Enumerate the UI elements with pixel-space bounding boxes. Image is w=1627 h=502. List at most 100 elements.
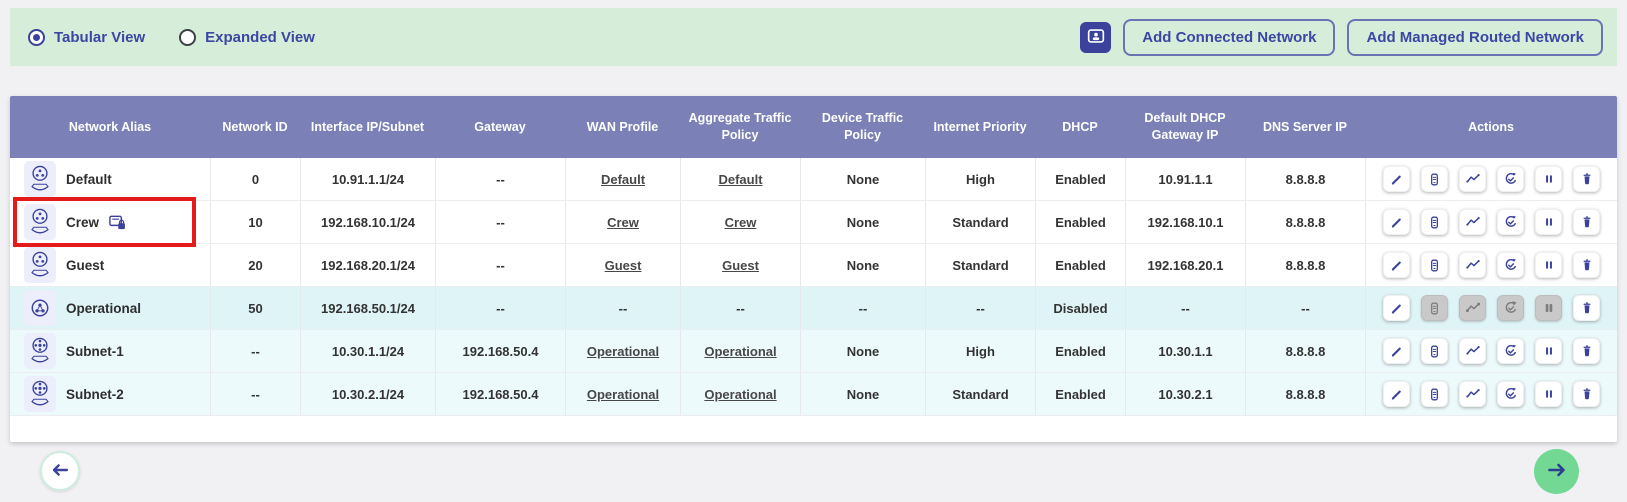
table-header-row: Network Alias Network ID Interface IP/Subn… [10, 96, 1617, 158]
delete-button[interactable] [1573, 338, 1600, 364]
delete-icon [1579, 386, 1595, 402]
view-toolbar: Tabular View Expanded View Add Connected… [10, 8, 1617, 66]
cell-dns-server-ip: 8.8.8.8 [1245, 373, 1365, 415]
add-connected-network-button[interactable]: Add Connected Network [1123, 18, 1336, 56]
edit-icon [1388, 171, 1405, 188]
cell-wan-profile-link[interactable]: Guest [604, 257, 642, 273]
networks-table: Network Alias Network ID Interface IP/Subn… [10, 96, 1617, 442]
devices-button[interactable] [1421, 166, 1448, 192]
cell-network-id: 10 [210, 201, 300, 243]
cell-wan-profile-link[interactable]: Operational [586, 343, 660, 359]
devices-icon [1426, 300, 1443, 317]
pause-button[interactable] [1535, 338, 1562, 364]
devices-button[interactable] [1421, 252, 1448, 278]
previous-page-button[interactable] [40, 451, 80, 491]
edit-button[interactable] [1383, 381, 1410, 407]
refresh-button[interactable] [1497, 252, 1524, 278]
delete-button[interactable] [1573, 166, 1600, 192]
devices-button[interactable] [1421, 209, 1448, 235]
statistics-button[interactable] [1459, 166, 1486, 192]
network-alias-label: Crew [66, 214, 100, 230]
cell-wan-profile-link[interactable]: Crew [607, 214, 639, 230]
cell-internet-priority: High [925, 158, 1035, 200]
add-managed-routed-network-button[interactable]: Add Managed Routed Network [1347, 18, 1603, 56]
pause-button[interactable] [1535, 252, 1562, 278]
edit-button[interactable] [1383, 166, 1410, 192]
cell-aggregate-traffic-policy-link[interactable]: Default [718, 171, 763, 187]
cell-internet-priority: Standard [925, 201, 1035, 243]
delete-button[interactable] [1573, 381, 1600, 407]
cell-internet-priority: Standard [925, 373, 1035, 415]
network-icon [24, 290, 56, 326]
statistics-button[interactable] [1459, 252, 1486, 278]
statistics-button[interactable] [1459, 381, 1486, 407]
next-page-button[interactable] [1534, 449, 1579, 494]
edit-button[interactable] [1383, 338, 1410, 364]
subnet-hand-icon [24, 333, 56, 369]
statistics-button[interactable] [1459, 338, 1486, 364]
refresh-button[interactable] [1497, 209, 1524, 235]
cell-actions [1365, 287, 1617, 329]
cell-actions [1365, 201, 1617, 243]
cell-internet-priority: Standard [925, 244, 1035, 286]
column-header: Network ID [222, 119, 288, 134]
cell-interface-ip: 192.168.50.1/24 [300, 287, 435, 329]
video-button[interactable] [1080, 21, 1112, 53]
toolbar-actions: Add Connected Network Add Managed Routed… [1080, 18, 1603, 56]
radio-tabular-view[interactable]: Tabular View [28, 28, 145, 46]
radio-unselected-icon[interactable] [179, 28, 197, 46]
radio-expanded-view[interactable]: Expanded View [179, 28, 315, 46]
delete-button[interactable] [1573, 252, 1600, 278]
refresh-button[interactable] [1497, 166, 1524, 192]
cell-gateway: 192.168.50.4 [435, 373, 565, 415]
cell-wan-profile: Operational [565, 330, 680, 372]
refresh-button[interactable] [1497, 381, 1524, 407]
devices-icon [1426, 257, 1443, 274]
devices-icon [1426, 343, 1443, 360]
column-header: Aggregate Traffic Policy [688, 111, 792, 142]
delete-button[interactable] [1573, 295, 1600, 321]
cell-aggregate-traffic-policy: Operational [680, 330, 800, 372]
cell-wan-profile-link[interactable]: Default [600, 171, 646, 187]
devices-button[interactable] [1421, 338, 1448, 364]
cell-network-alias: Operational [10, 287, 210, 329]
column-header: DHCP [1062, 119, 1098, 134]
pause-button[interactable] [1535, 166, 1562, 192]
radio-selected-icon[interactable] [28, 28, 45, 46]
cell-aggregate-traffic-policy-link[interactable]: Operational [704, 386, 777, 402]
cell-wan-profile: -- [565, 287, 680, 329]
pause-button[interactable] [1535, 209, 1562, 235]
cell-aggregate-traffic-policy-link[interactable]: Crew [724, 214, 757, 230]
cell-aggregate-traffic-policy: Default [680, 158, 800, 200]
cell-dhcp: Disabled [1035, 287, 1125, 329]
refresh-icon [1502, 170, 1520, 188]
pause-icon [1541, 214, 1557, 230]
arrow-left-icon [49, 459, 71, 484]
cell-wan-profile: Operational [565, 373, 680, 415]
cell-wan-profile-link[interactable]: Operational [586, 386, 660, 402]
radio-expanded-label: Expanded View [205, 28, 315, 46]
refresh-icon [1502, 213, 1520, 231]
delete-button[interactable] [1573, 209, 1600, 235]
cell-aggregate-traffic-policy-link[interactable]: Guest [722, 257, 759, 273]
edit-button[interactable] [1383, 209, 1410, 235]
devices-button[interactable] [1421, 381, 1448, 407]
network-hand-icon [24, 247, 56, 283]
video-icon [1085, 25, 1107, 50]
cell-dns-server-ip: 8.8.8.8 [1245, 330, 1365, 372]
cell-dhcp: Enabled [1035, 158, 1125, 200]
edit-button[interactable] [1383, 295, 1410, 321]
refresh-button[interactable] [1497, 338, 1524, 364]
table-body: Default 0 10.91.1.1/24 -- Default Default None… [10, 158, 1617, 416]
refresh-icon [1502, 385, 1520, 403]
cell-aggregate-traffic-policy-link[interactable]: Operational [704, 343, 777, 359]
cell-gateway: -- [435, 201, 565, 243]
devices-icon [1426, 214, 1443, 231]
edit-button[interactable] [1383, 252, 1410, 278]
network-alias-label: Subnet-1 [66, 343, 124, 359]
pause-button[interactable] [1535, 381, 1562, 407]
statistics-button[interactable] [1459, 209, 1486, 235]
cell-wan-profile: Default [565, 158, 680, 200]
edit-icon [1388, 257, 1405, 274]
cell-actions [1365, 330, 1617, 372]
